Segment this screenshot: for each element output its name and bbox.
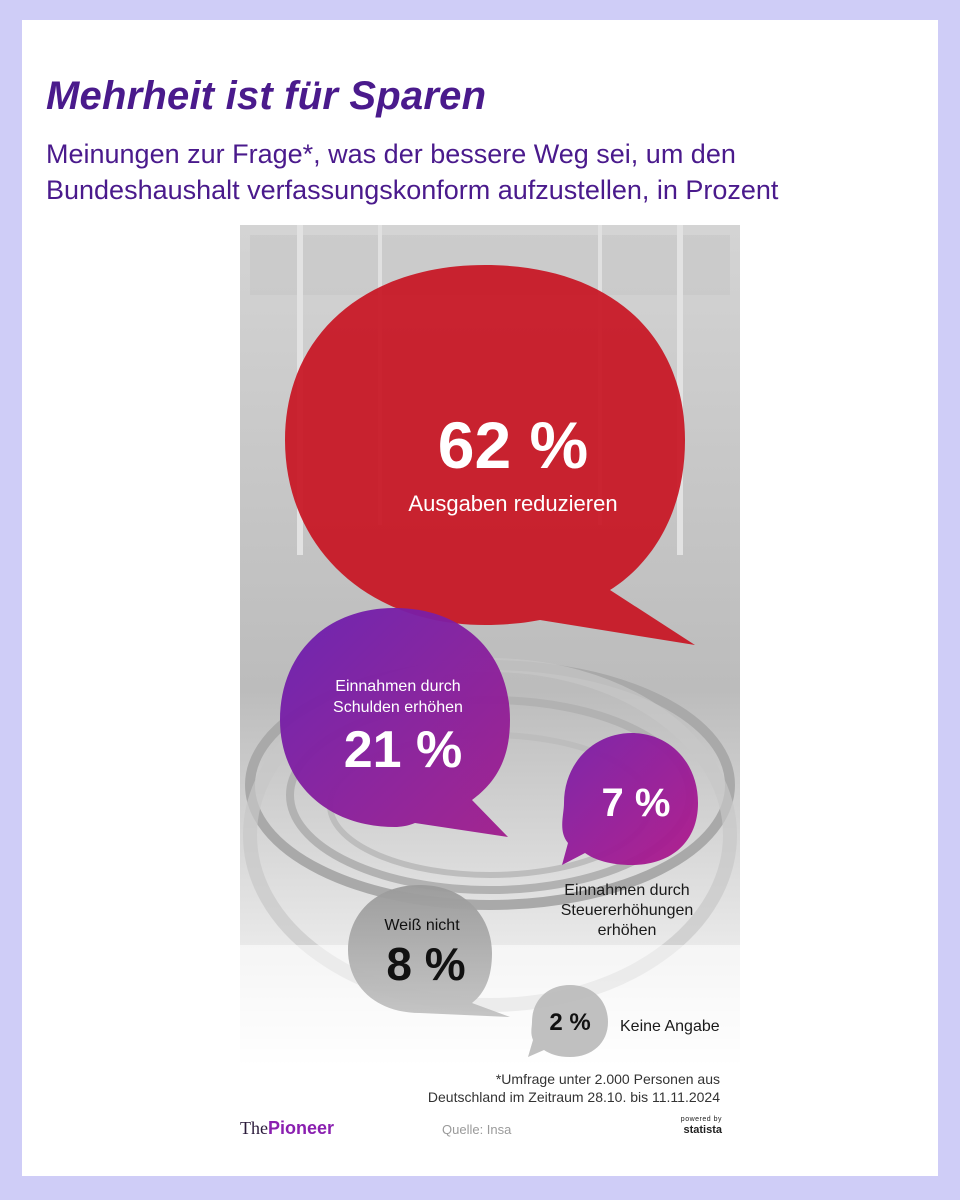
statista-logo: powered by statista [658, 1116, 722, 1137]
bubble-debt-label-line2: Schulden erhöhen [333, 699, 463, 716]
chart-subtitle: Meinungen zur Frage*, was der bessere We… [46, 139, 779, 205]
bubble-tax: 7 % Einnahmen durch Steuererhöhungen erh… [561, 733, 698, 939]
bubble-tax-label-line3: erhöhen [598, 922, 657, 939]
bubble-noanswer-shape [528, 985, 608, 1057]
logo-pioneer: Pioneer [267, 1118, 335, 1138]
logo-the: The [240, 1118, 268, 1138]
bubble-tax-value: 7 % [602, 781, 671, 825]
the-pioneer-logo: ThePioneer [240, 1118, 334, 1139]
source-label: Quelle: Insa [442, 1122, 512, 1137]
speech-bubble-chart: 62 % Ausgaben reduzieren Einnahmen durch… [240, 225, 740, 1070]
bubble-debt-value: 21 % [344, 721, 463, 779]
bubble-noanswer: 2 % Keine Angabe [528, 985, 720, 1057]
bubble-tax-shape [562, 733, 698, 865]
powered-by-text: powered by [680, 1116, 722, 1123]
bubble-tax-label-line1: Einnahmen durch [564, 882, 689, 899]
footnote-line1: *Umfrage unter 2.000 Personen aus [495, 1071, 720, 1087]
bubble-dontknow-value: 8 % [386, 938, 465, 990]
statista-text: statista [683, 1124, 722, 1136]
bubble-spend-label: Ausgaben reduzieren [408, 491, 617, 516]
infographic-card: Mehrheit ist für Sparen Meinungen zur Fr… [22, 20, 938, 1176]
bubble-spend: 62 % Ausgaben reduzieren [285, 265, 695, 645]
bubble-noanswer-label: Keine Angabe [620, 1018, 720, 1035]
bubble-spend-value: 62 % [438, 408, 588, 482]
bubble-spend-shape [285, 265, 695, 645]
bubble-dontknow-shape [348, 885, 510, 1017]
bubble-noanswer-value: 2 % [549, 1009, 590, 1036]
bubble-dontknow: Weiß nicht 8 % [348, 885, 510, 1017]
bubble-debt: Einnahmen durch Schulden erhöhen 21 % [280, 608, 510, 837]
bubble-debt-label-line1: Einnahmen durch [335, 678, 460, 695]
chart-title: Mehrheit ist für Sparen [46, 74, 487, 118]
footnote-line2: Deutschland im Zeitraum 28.10. bis 11.11… [427, 1089, 720, 1105]
survey-footnote: *Umfrage unter 2.000 Personen aus Deutsc… [300, 1070, 720, 1106]
bubble-dontknow-label: Weiß nicht [384, 917, 460, 934]
bubble-debt-shape [280, 608, 510, 837]
bubble-tax-label-line2: Steuererhöhungen [561, 902, 694, 919]
